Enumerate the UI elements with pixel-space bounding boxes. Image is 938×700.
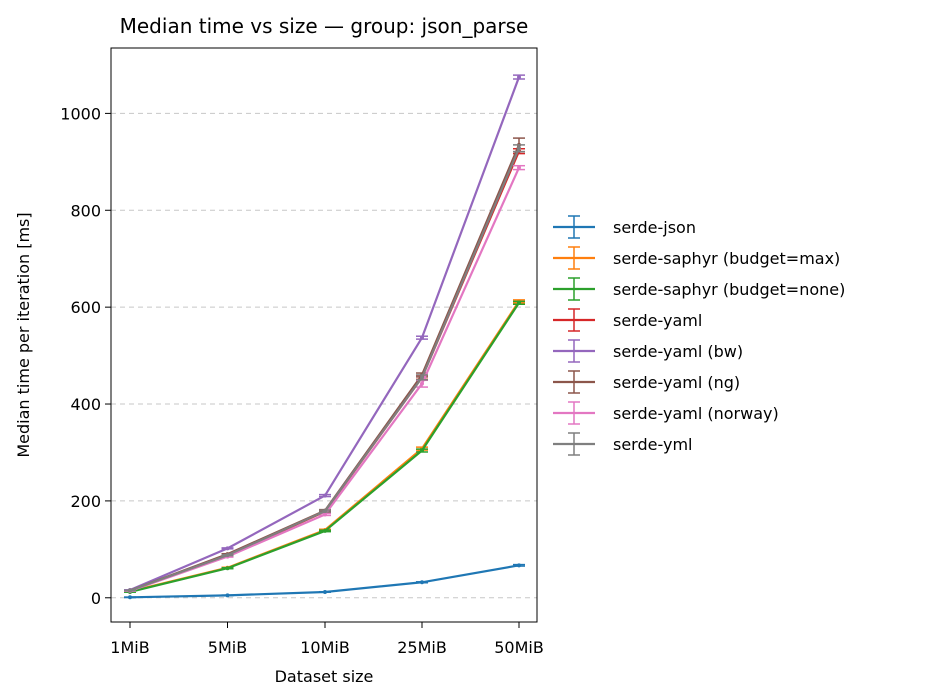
x-tick-label: 1MiB — [110, 638, 149, 657]
legend-label: serde-yaml (ng) — [613, 373, 740, 392]
data-point — [517, 146, 521, 151]
series-3 — [124, 148, 525, 593]
data-point — [420, 375, 424, 380]
legend-label: serde-yaml (bw) — [613, 342, 743, 361]
data-point — [420, 580, 424, 585]
data-point — [323, 509, 327, 514]
series-7 — [124, 144, 525, 593]
legend-item: serde-yml — [553, 432, 692, 456]
legend-item: serde-yaml (ng) — [553, 370, 740, 394]
x-tick-label: 10MiB — [300, 638, 350, 657]
data-point — [420, 381, 424, 386]
x-axis-label: Dataset size — [275, 667, 374, 686]
y-axis-label: Median time per iteration [ms] — [14, 212, 33, 457]
data-point — [323, 493, 327, 498]
series-line — [129, 150, 521, 592]
data-point — [225, 593, 230, 598]
legend-item: serde-json — [553, 215, 696, 239]
data-point — [225, 546, 230, 551]
legend-item: serde-yaml (norway) — [553, 401, 779, 425]
series-0 — [124, 563, 525, 600]
legend-label: serde-yml — [613, 435, 692, 454]
x-tick-label: 5MiB — [208, 638, 247, 657]
x-tick-label: 25MiB — [397, 638, 447, 657]
grid — [111, 112, 537, 599]
plot-frame — [110, 47, 538, 623]
legend: serde-json serde-saphyr (budget=max) serde… — [553, 215, 845, 456]
series-5 — [124, 137, 525, 593]
series-layer — [124, 74, 525, 600]
series-line — [129, 144, 521, 592]
legend-item: serde-saphyr (budget=none) — [553, 277, 845, 301]
data-point — [323, 589, 327, 594]
series-line — [129, 147, 521, 592]
data-point — [420, 335, 424, 340]
data-point — [128, 595, 132, 600]
data-point — [517, 75, 521, 80]
data-point — [323, 512, 327, 517]
legend-item: serde-yaml (bw) — [553, 339, 743, 363]
legend-item: serde-yaml — [553, 308, 702, 332]
legend-label: serde-yaml (norway) — [613, 404, 779, 423]
y-tick-label: 600 — [70, 298, 101, 317]
data-point — [420, 448, 424, 453]
y-tick-label: 400 — [70, 395, 101, 414]
series-line — [129, 302, 520, 594]
series-2 — [124, 300, 525, 594]
data-point — [225, 566, 230, 571]
chart-title: Median time vs size — group: json_parse — [120, 14, 529, 38]
data-point — [517, 165, 521, 170]
x-tick-label: 50MiB — [494, 638, 544, 657]
y-axis: 0 200 400 600 800 1000 — [60, 104, 111, 608]
y-tick-label: 0 — [91, 589, 101, 608]
y-tick-label: 1000 — [60, 104, 101, 123]
series-line — [129, 300, 520, 593]
data-point — [225, 553, 230, 558]
x-axis: 1MiB 5MiB 10MiB 25MiB 50MiB — [110, 622, 544, 657]
y-tick-label: 200 — [70, 492, 101, 511]
data-point — [128, 588, 132, 593]
series-1 — [124, 299, 525, 594]
legend-item: serde-saphyr (budget=max) — [553, 246, 840, 270]
legend-label: serde-yaml — [613, 311, 702, 330]
y-tick-label: 800 — [70, 201, 101, 220]
data-point — [323, 528, 327, 533]
legend-label: serde-json — [613, 218, 696, 237]
legend-label: serde-saphyr (budget=none) — [613, 280, 845, 299]
data-point — [517, 563, 521, 568]
legend-label: serde-saphyr (budget=max) — [613, 249, 840, 268]
data-point — [517, 300, 521, 305]
